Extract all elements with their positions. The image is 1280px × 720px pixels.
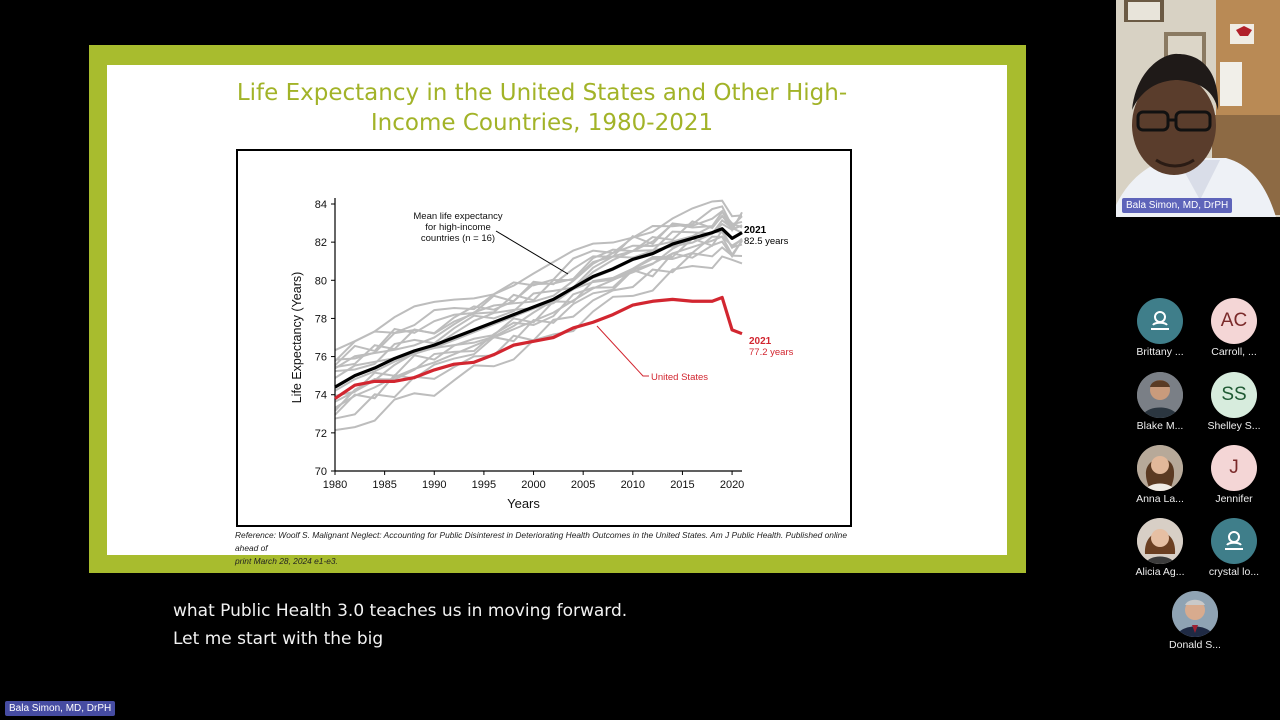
y-axis-label: Life Expectancy (Years) — [290, 272, 304, 404]
slide-title-line2: Income Countries, 1980-2021 — [370, 110, 714, 136]
mean-label-text: for high-income — [425, 222, 490, 233]
participant-name: Blake M... — [1136, 420, 1184, 432]
life-expectancy-chart: 70 72 74 76 78 80 82 84 1980 1985 1990 1995 2000 2005… — [290, 198, 794, 511]
participant-tile[interactable]: Alicia Ag... — [1123, 518, 1197, 578]
photo-avatar — [1172, 591, 1218, 637]
active-speaker-tag: Bala Simon, MD, DrPH — [5, 701, 116, 716]
y-tick-label: 76 — [315, 352, 327, 364]
participant-name: Donald S... — [1169, 639, 1221, 651]
chart-reference: Reference: Woolf S. Malignant Neglect: A… — [235, 529, 855, 568]
x-tick-label: 1990 — [422, 479, 446, 491]
x-tick-label: 2020 — [720, 479, 744, 491]
country-line-7 — [334, 222, 743, 379]
country-line-3 — [334, 239, 743, 416]
participant-tile[interactable]: Blake M... — [1123, 372, 1197, 432]
country-line-11 — [334, 205, 743, 362]
x-tick-label: 1985 — [372, 479, 396, 491]
photo-avatar — [1137, 372, 1183, 418]
speaker-name-tag: Bala Simon, MD, DrPH — [1122, 198, 1233, 213]
caption-line2: Let me start with the big — [173, 629, 384, 649]
x-axis-label: Years — [507, 496, 540, 511]
country-line-12 — [334, 199, 743, 352]
y-tick-label: 82 — [315, 237, 327, 249]
country-line-16 — [334, 228, 743, 397]
us-end-year: 2021 — [749, 336, 772, 347]
y-tick-label: 72 — [315, 428, 327, 440]
participant-name: Alicia Ag... — [1135, 566, 1185, 578]
us-series-label: United States — [651, 372, 708, 383]
speaker-video-tile[interactable]: Bala Simon, MD, DrPH — [1116, 0, 1280, 217]
x-tick-label: 1980 — [323, 479, 347, 491]
slide-title: Life Expectancy in the United States and… — [107, 78, 977, 138]
participant-tile[interactable]: SS Shelley S... — [1197, 372, 1271, 432]
shared-slide: Life Expectancy in the United States and… — [107, 65, 1007, 566]
participant-tile[interactable]: J Jennifer — [1197, 445, 1271, 505]
country-line-4 — [334, 235, 743, 412]
live-captions: what Public Health 3.0 teaches us in mov… — [173, 597, 627, 653]
y-tick-label: 74 — [315, 390, 327, 402]
participant-name: Brittany ... — [1136, 346, 1184, 358]
reference-line1: Reference: Woolf S. Malignant Neglect: A… — [235, 530, 847, 553]
y-tick-label: 70 — [315, 466, 327, 478]
initials-avatar: AC — [1211, 298, 1257, 344]
x-tick-label: 1995 — [472, 479, 496, 491]
chart-box: 70 72 74 76 78 80 82 84 1980 1985 1990 1995 2000 2005… — [236, 149, 852, 527]
y-tick-label: 80 — [315, 275, 327, 287]
reference-line2: print March 28, 2024 e1-e3. — [235, 556, 338, 566]
us-series-line — [334, 295, 743, 400]
x-tick-label: 2015 — [670, 479, 694, 491]
participant-name: Shelley S... — [1207, 420, 1261, 432]
x-tick-label: 2005 — [571, 479, 595, 491]
person-icon — [1211, 518, 1257, 564]
us-end-value: 77.2 years — [749, 347, 794, 358]
mean-series-line — [334, 227, 743, 389]
participant-tile[interactable]: Brittany ... — [1123, 298, 1197, 358]
shared-slide-frame: Life Expectancy in the United States and… — [89, 45, 1026, 573]
country-line-10 — [334, 209, 743, 367]
person-icon — [1137, 298, 1183, 344]
y-tick-label: 78 — [315, 313, 327, 325]
photo-avatar — [1137, 518, 1183, 564]
photo-avatar — [1137, 445, 1183, 491]
us-label-leader — [596, 325, 649, 377]
mean-label-text: Mean life expectancy — [413, 211, 502, 222]
initials-avatar: SS — [1211, 372, 1257, 418]
participant-tile[interactable]: crystal lo... — [1197, 518, 1271, 578]
participant-name: Jennifer — [1215, 493, 1253, 505]
country-line-13 — [334, 235, 743, 409]
mean-label-leader — [495, 230, 569, 275]
country-line-15 — [334, 210, 743, 361]
participant-name: crystal lo... — [1208, 566, 1260, 578]
initials-avatar: J — [1211, 445, 1257, 491]
x-tick-label: 2000 — [521, 479, 545, 491]
slide-title-line1: Life Expectancy in the United States and… — [236, 80, 848, 106]
caption-line1: what Public Health 3.0 teaches us in mov… — [173, 601, 628, 621]
participant-tile[interactable]: Anna La... — [1123, 445, 1197, 505]
mean-end-year: 2021 — [744, 225, 767, 236]
participant-tile[interactable]: Donald S... — [1158, 591, 1232, 651]
country-line-14 — [334, 215, 743, 370]
mean-end-value: 82.5 years — [744, 236, 789, 247]
participant-name: Anna La... — [1136, 493, 1184, 505]
participant-tile[interactable]: AC Carroll, ... — [1197, 298, 1271, 358]
y-tick-label: 84 — [315, 199, 327, 211]
x-tick-label: 2010 — [621, 479, 645, 491]
country-line-1 — [334, 255, 743, 432]
speaker-video-image — [1116, 0, 1280, 217]
participant-name: Carroll, ... — [1211, 346, 1257, 358]
mean-label-text: countries (n = 16) — [421, 233, 495, 244]
